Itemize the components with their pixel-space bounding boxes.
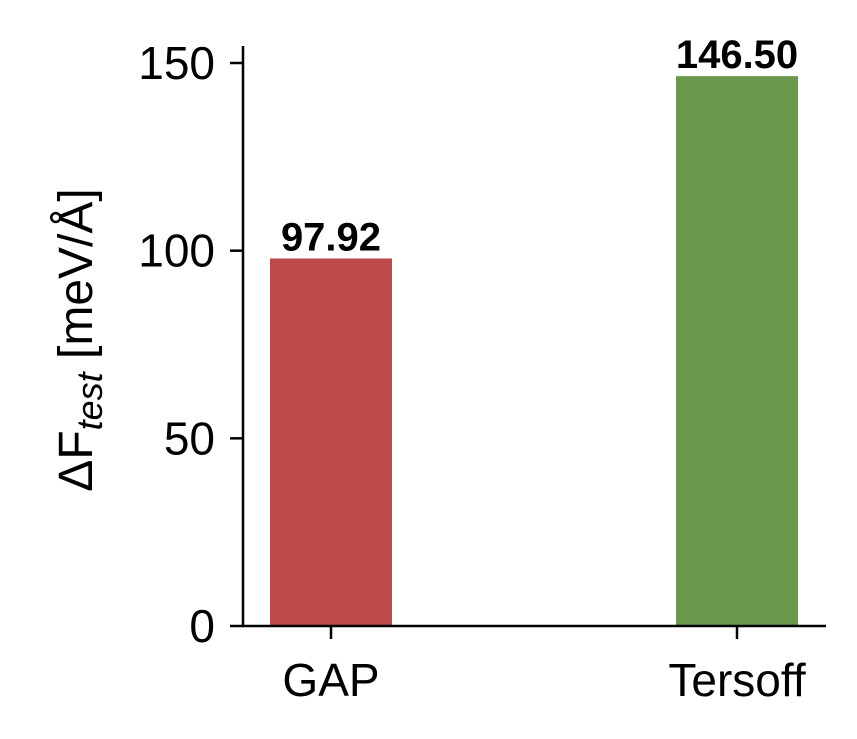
y-tick-label-150: 150 xyxy=(138,37,215,89)
x-tick-label-gap: GAP xyxy=(282,654,379,706)
bar-gap xyxy=(270,258,392,626)
y-tick-label-0: 0 xyxy=(189,600,215,652)
y-ticks-group: 0 50 100 150 xyxy=(138,37,243,652)
bars-group xyxy=(270,76,798,627)
data-labels-group: 97.92 146.50 xyxy=(281,33,798,259)
data-label-tersoff: 146.50 xyxy=(676,33,798,77)
data-label-gap: 97.92 xyxy=(281,215,381,259)
x-ticks-group: GAP Tersoff xyxy=(282,626,806,706)
y-axis-title-suffix: [meV/Å] xyxy=(50,188,103,372)
y-tick-label-100: 100 xyxy=(138,225,215,277)
y-axis-title-prefix: ΔF xyxy=(50,430,103,491)
y-axis-title: ΔFtest [meV/Å] xyxy=(50,188,110,491)
bar-tersoff xyxy=(676,76,798,627)
y-tick-label-50: 50 xyxy=(164,412,215,464)
y-axis-title-subscript: test xyxy=(69,370,110,430)
axes-group xyxy=(241,46,826,628)
x-tick-label-tersoff: Tersoff xyxy=(668,654,805,706)
